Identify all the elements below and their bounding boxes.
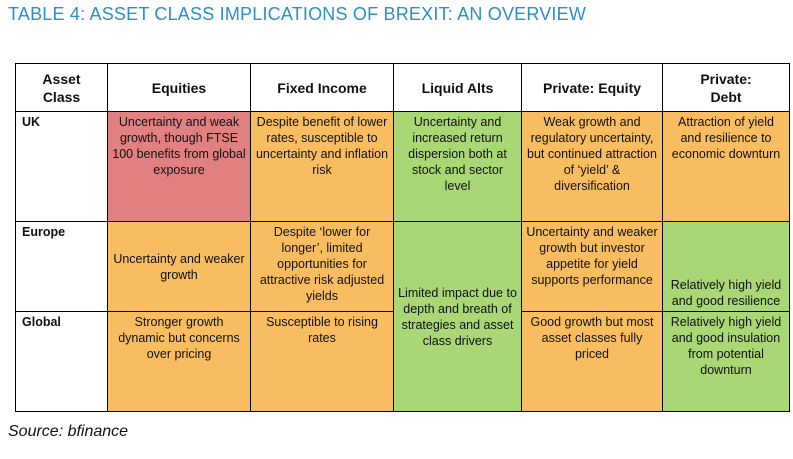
global-fixed-income-cell: Susceptible to rising rates [250,311,394,412]
header-private-debt: Private: Debt [662,63,790,112]
global-private-equity-cell: Good growth but most asset classes fully… [521,311,663,412]
uk-liquid-alts-cell: Uncertainty and increased return dispers… [393,111,522,222]
table-row: UK Uncertainty and weak growth, though F… [15,111,790,222]
source-note: Source: bfinance [8,423,129,440]
header-asset-class: Asset Class [15,63,108,112]
global-private-debt-cell: Relatively high yield and good insulatio… [662,311,790,412]
europe-global-liquid-alts-cell: Limited impact due to depth and breath o… [393,221,522,412]
uk-equities-cell: Uncertainty and weak growth, though FTSE… [107,111,251,222]
header-fixed-income: Fixed Income [250,63,394,112]
header-equities: Equities [107,63,251,112]
uk-private-debt-cell: Attraction of yield and resilience to ec… [662,111,790,222]
global-equities-cell: Stronger growth dynamic but concerns ove… [107,311,251,412]
header-private-equity: Private: Equity [521,63,663,112]
table-row: Global Stronger growth dynamic but conce… [15,311,790,412]
header-row: Asset Class Equities Fixed Income Liquid… [15,63,790,112]
europe-private-equity-cell: Uncertainty and weaker growth but invest… [521,221,663,312]
asset-class-table: Asset Class Equities Fixed Income Liquid… [15,63,790,412]
uk-private-equity-cell: Weak growth and regulatory uncertainty, … [521,111,663,222]
table-row: Europe Uncertainty and weaker growth Des… [15,221,790,412]
header-liquid-alts: Liquid Alts [393,63,522,112]
table-title: TABLE 4: ASSET CLASS IMPLICATIONS OF BRE… [8,4,587,24]
uk-fixed-income-cell: Despite benefit of lower rates, suscepti… [250,111,394,222]
row-label-global: Global [15,311,108,412]
europe-fixed-income-cell: Despite ‘lower for longer’, limited oppo… [250,221,394,312]
europe-private-debt-cell: Relatively high yield and good resilienc… [662,221,790,312]
row-label-europe: Europe [15,221,108,312]
row-label-uk: UK [15,111,108,222]
europe-equities-cell: Uncertainty and weaker growth [107,221,251,312]
